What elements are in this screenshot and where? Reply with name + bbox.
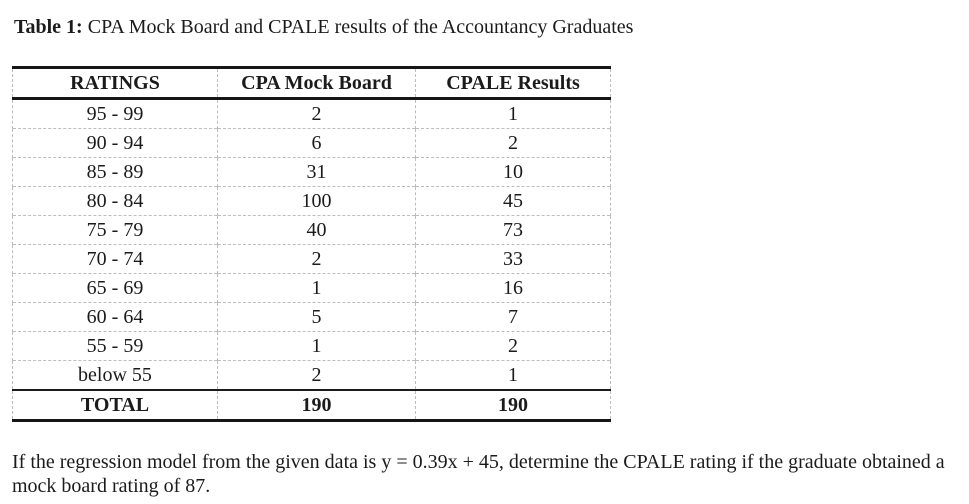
cell-rating: 75 - 79 xyxy=(12,215,218,245)
table-total-row: TOTAL 190 190 xyxy=(12,389,611,421)
table-row: 85 - 89 31 10 xyxy=(12,157,611,187)
cell-total-label: TOTAL xyxy=(12,389,218,421)
table-row: 80 - 84 100 45 xyxy=(12,186,611,216)
cell-cpale-results: 2 xyxy=(415,128,611,158)
table-row: 95 - 99 2 1 xyxy=(12,98,611,129)
cell-total-cpa-mock-board: 190 xyxy=(217,389,416,421)
cell-cpale-results: 1 xyxy=(415,98,611,129)
cell-rating: 55 - 59 xyxy=(12,331,218,361)
cell-rating: below 55 xyxy=(12,360,218,390)
cell-rating: 90 - 94 xyxy=(12,128,218,158)
cell-cpa-mock-board: 1 xyxy=(217,273,416,303)
table-row: 60 - 64 5 7 xyxy=(12,302,611,332)
cell-cpa-mock-board: 2 xyxy=(217,98,416,129)
cell-cpa-mock-board: 1 xyxy=(217,331,416,361)
cell-cpa-mock-board: 2 xyxy=(217,244,416,274)
cell-cpale-results: 10 xyxy=(415,157,611,187)
table-row: 65 - 69 1 16 xyxy=(12,273,611,303)
table-row: 55 - 59 1 2 xyxy=(12,331,611,361)
table-header-row: RATINGS CPA Mock Board CPALE Results xyxy=(12,67,611,100)
cell-cpa-mock-board: 100 xyxy=(217,186,416,216)
cell-cpale-results: 7 xyxy=(415,302,611,332)
header-cpa-mock-board: CPA Mock Board xyxy=(217,67,416,100)
cell-total-cpale-results: 190 xyxy=(415,389,611,421)
cell-cpale-results: 45 xyxy=(415,186,611,216)
table-row: 70 - 74 2 33 xyxy=(12,244,611,274)
cell-rating: 85 - 89 xyxy=(12,157,218,187)
header-cpale-results: CPALE Results xyxy=(415,67,611,100)
question-text: If the regression model from the given d… xyxy=(12,451,945,497)
cell-cpa-mock-board: 5 xyxy=(217,302,416,332)
cell-rating: 95 - 99 xyxy=(12,98,218,129)
table-caption-label: Table 1: xyxy=(14,16,83,38)
cell-cpale-results: 73 xyxy=(415,215,611,245)
cell-cpa-mock-board: 6 xyxy=(217,128,416,158)
cell-rating: 70 - 74 xyxy=(12,244,218,274)
cell-cpale-results: 33 xyxy=(415,244,611,274)
cell-cpale-results: 16 xyxy=(415,273,611,303)
cell-rating: 60 - 64 xyxy=(12,302,218,332)
table-caption-text: CPA Mock Board and CPALE results of the … xyxy=(82,16,634,38)
cell-cpa-mock-board: 2 xyxy=(217,360,416,390)
header-ratings: RATINGS xyxy=(12,67,218,100)
cell-cpale-results: 1 xyxy=(415,360,611,390)
table-row: 90 - 94 6 2 xyxy=(12,128,611,158)
cell-cpa-mock-board: 40 xyxy=(217,215,416,245)
cell-rating: 80 - 84 xyxy=(12,186,218,216)
table-caption: Table 1: CPA Mock Board and CPALE result… xyxy=(14,15,953,39)
cell-cpale-results: 2 xyxy=(415,331,611,361)
cell-cpa-mock-board: 31 xyxy=(217,157,416,187)
table-row: below 55 2 1 xyxy=(12,360,611,390)
table-row: 75 - 79 40 73 xyxy=(12,215,611,245)
cell-rating: 65 - 69 xyxy=(12,273,218,303)
results-table: RATINGS CPA Mock Board CPALE Results 95 … xyxy=(12,66,611,422)
